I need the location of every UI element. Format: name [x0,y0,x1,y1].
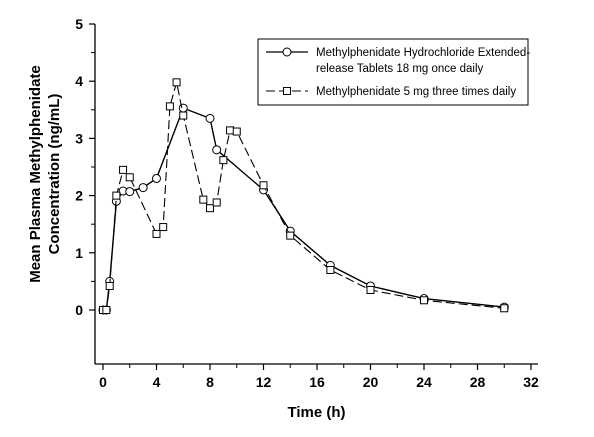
y-tick-label: 3 [75,130,83,146]
data-point [125,187,135,197]
data-point [138,183,148,193]
series-line [103,82,505,311]
data-point [212,145,222,155]
legend-box [257,38,529,106]
x-tick-label: 16 [309,374,325,390]
data-point [112,191,121,200]
x-tick-label: 32 [523,374,539,390]
data-point [178,103,188,113]
y-tick-label: 0 [75,302,83,318]
x-tick-label: 12 [256,374,272,390]
x-tick-label: 4 [153,374,161,390]
x-tick-label: 8 [206,374,214,390]
data-point [205,113,215,123]
x-tick-label: 28 [470,374,486,390]
legend-label: Methylphenidate 5 mg three times daily [316,86,516,98]
data-point [125,173,134,182]
data-point [102,306,111,314]
data-point [212,198,221,207]
data-point [152,173,161,183]
series-5mg-tid [99,78,509,314]
data-point [286,231,295,240]
data-point [420,296,428,305]
y-tick-label: 4 [75,73,83,89]
data-point [165,102,174,111]
data-point [179,111,188,120]
y-tick-label: 1 [75,245,83,261]
data-point [226,126,235,135]
data-point [152,229,161,238]
y-axis-ticks: 0 1 2 3 4 5 [75,16,95,318]
y-tick-label: 5 [75,16,83,32]
legend-label-line-2: release Tablets 18 mg once daily [316,63,484,75]
data-point [199,195,208,204]
y-tick-label: 2 [75,188,83,204]
x-axis-title: Time (h) [287,404,345,421]
data-point [219,156,228,165]
legend-item-5mg-tid: Methylphenidate 5 mg three times daily [266,86,516,98]
data-point [259,181,268,190]
y-axis-title: Mean Plasma Methylphenidate Concentratio… [27,65,63,283]
legend-square-marker [283,87,291,95]
data-point [172,78,181,87]
series-extended-release [98,103,509,315]
series-line [103,107,505,311]
data-point [105,281,114,290]
legend: Methylphenidate Hydrochloride Extended- … [257,38,530,106]
data-point [326,265,335,274]
legend-label-line-1: Methylphenidate Hydrochloride Extended- [316,47,530,59]
x-tick-label: 24 [416,374,432,390]
x-tick-label: 20 [363,374,379,390]
y-axis-title-line-2: Concentration (ng/mL) [46,94,63,255]
data-point [119,165,128,174]
y-axis-title-line-1: Mean Plasma Methylphenidate [27,65,44,283]
legend-circle-marker [282,47,292,57]
series-layer [98,78,509,315]
x-tick-label: 0 [99,374,107,390]
legend-item-extended-release: Methylphenidate Hydrochloride Extended- … [266,47,530,75]
data-point [366,285,375,294]
data-point [232,127,241,136]
data-point [159,223,168,232]
data-point [206,204,214,213]
data-point [500,304,509,313]
x-axis-ticks: 0 4 8 12 16 20 24 28 32 [99,364,539,390]
